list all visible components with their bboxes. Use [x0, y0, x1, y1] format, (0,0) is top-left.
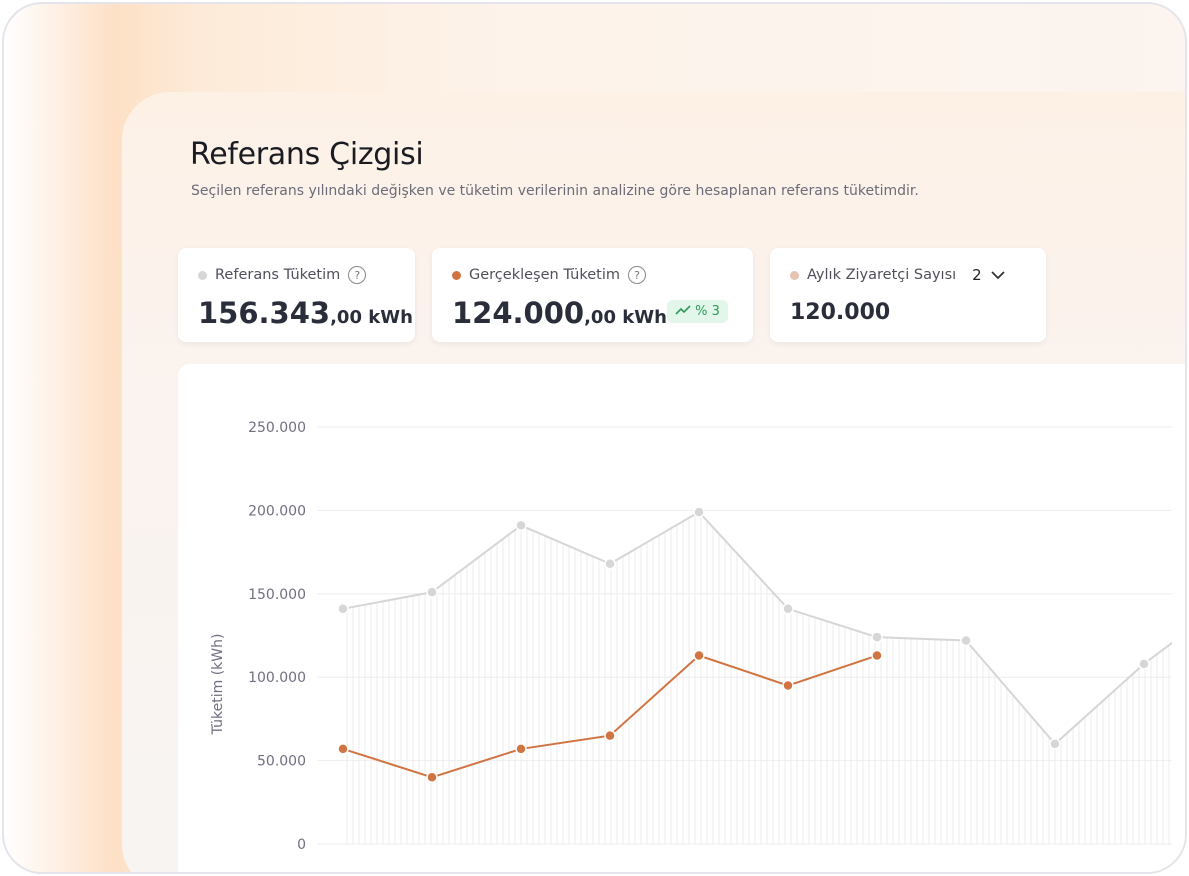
chart-card: Tüketim (kWh) 0 50.000 100.000 150.000 200.0… — [178, 364, 1185, 872]
card-label: Aylık Ziyaretçi Sayısı — [807, 267, 957, 283]
badge-text: % 3 — [695, 304, 720, 319]
dropdown[interactable]: 2 — [972, 266, 982, 284]
change-badge: % 3 — [667, 300, 728, 323]
value-unit: ,00 kWh — [330, 307, 413, 328]
point — [782, 603, 794, 615]
plot — [337, 506, 1172, 844]
point — [515, 519, 527, 532]
point — [693, 506, 705, 518]
point — [871, 649, 883, 662]
point — [1049, 738, 1061, 750]
y-tick-label: 0 — [297, 837, 306, 853]
y-tick-label: 50.000 — [257, 754, 306, 770]
point — [693, 649, 705, 662]
help-icon[interactable]: ? — [348, 266, 367, 284]
point — [782, 679, 794, 692]
card-value: 156.343,00 kWh — [198, 296, 413, 330]
value-unit: ,00 kWh — [584, 307, 667, 328]
chart: Tüketim (kWh) 0 50.000 100.000 150.000 200.0… — [210, 420, 1172, 853]
card: Aylık Ziyaretçi Sayısı 2 120.000 — [770, 248, 1046, 342]
card: Referans Tüketim? 156.343,00 kWh — [178, 248, 415, 342]
point — [426, 586, 438, 598]
point — [515, 743, 527, 755]
y-tick-label: 250.000 — [248, 420, 306, 436]
y-axis-label: Tüketim (kWh) — [210, 634, 226, 736]
value-main: 156.343 — [198, 296, 331, 330]
value-main: 120.000 — [790, 300, 891, 325]
title: Referans Çizgisi — [190, 137, 424, 172]
point — [960, 634, 972, 647]
point — [604, 729, 616, 742]
card: Gerçekleşen Tüketim? 124.000,00 kWh % 3 — [432, 248, 753, 342]
subtitle: Seçilen referans yılındaki değişken ve t… — [191, 183, 919, 199]
card-value: 124.000,00 kWh — [452, 296, 667, 330]
y-tick-label: 150.000 — [248, 587, 306, 603]
trend-icon — [675, 305, 691, 315]
value-main: 124.000 — [452, 296, 585, 330]
point — [871, 631, 883, 643]
point — [426, 771, 438, 784]
legend-dot — [198, 270, 207, 280]
y-tick-label: 100.000 — [248, 670, 306, 686]
y-tick-label: 200.000 — [248, 503, 306, 519]
point — [337, 743, 349, 755]
point — [337, 603, 349, 615]
help-icon[interactable]: ? — [628, 266, 647, 284]
card-label-row: Referans Tüketim? — [198, 266, 367, 284]
card-label-row: Aylık Ziyaretçi Sayısı 2 — [790, 266, 1006, 284]
point — [604, 558, 616, 570]
legend-dot — [452, 270, 461, 280]
card-label: Referans Tüketim — [215, 267, 341, 283]
area — [343, 512, 1172, 844]
point — [1138, 658, 1150, 670]
card-label: Gerçekleşen Tüketim — [469, 267, 621, 283]
card-label-row: Gerçekleşen Tüketim? — [452, 266, 647, 284]
legend-dot — [790, 270, 799, 280]
chevron[interactable] — [990, 270, 1006, 280]
card-value: 120.000 — [790, 300, 890, 325]
